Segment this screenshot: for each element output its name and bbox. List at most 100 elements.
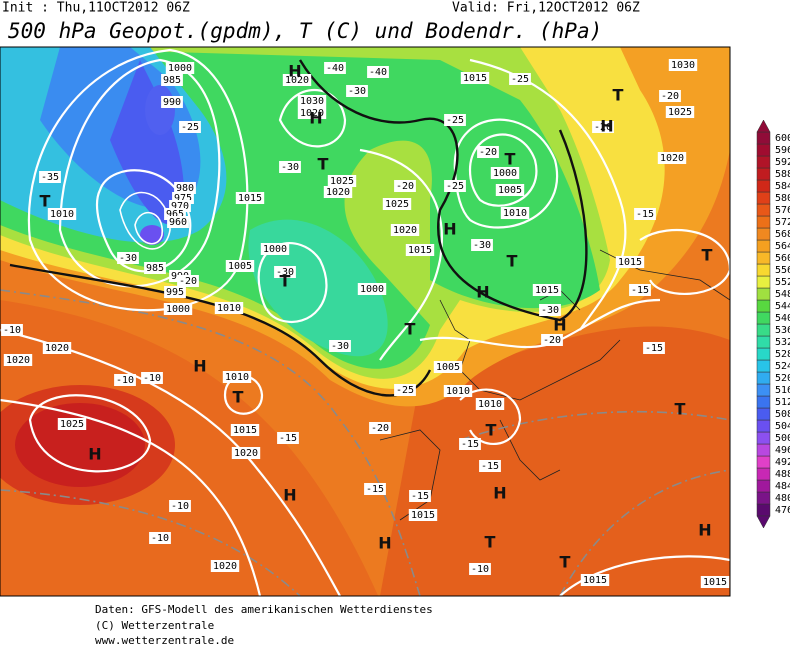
footer-line: Daten: GFS-Modell des amerikanischen Wet… <box>95 603 433 616</box>
label-box <box>357 283 387 295</box>
label-box <box>324 62 346 74</box>
label-box <box>163 303 193 315</box>
pressure-center: T <box>560 553 571 572</box>
isoline-label: 1010 <box>217 303 241 314</box>
pressure-center: H <box>476 283 489 302</box>
label-box <box>161 74 183 86</box>
pressure-center: T <box>505 150 516 169</box>
isoline-label: 1020 <box>285 75 309 86</box>
isoline-label: -30 <box>541 305 559 316</box>
colorbar-label: 500 <box>775 433 790 444</box>
footer-line: (C) Wetterzentrale <box>95 619 214 632</box>
isoline-label: -25 <box>396 385 414 396</box>
label-box <box>643 342 665 354</box>
isoline-label: 1010 <box>503 208 527 219</box>
colorbar-swatch <box>756 227 771 241</box>
isoline-label: -15 <box>461 439 479 450</box>
label-box <box>114 374 136 386</box>
colorbar-swatch <box>756 491 771 505</box>
isoline-label: -35 <box>41 172 59 183</box>
isoline-label: -15 <box>631 285 649 296</box>
label-box <box>179 121 201 133</box>
label-box <box>161 96 183 108</box>
label-box <box>222 371 252 383</box>
label-box <box>47 208 77 220</box>
isoline-label: 1000 <box>166 304 190 315</box>
label-box <box>164 286 186 298</box>
colorbar-swatch <box>756 383 771 397</box>
colorbar-swatch <box>756 299 771 313</box>
colorbar-label: 592 <box>775 157 790 168</box>
label-box <box>580 574 610 586</box>
isoline-label: 1010 <box>50 209 74 220</box>
init-time: Init : Thu,11OCT2012 06Z <box>2 1 190 16</box>
colorbar-swatch <box>756 335 771 349</box>
colorbar-label: 496 <box>775 445 790 456</box>
label-box <box>225 260 255 272</box>
label-box <box>394 384 416 396</box>
colorbar-label: 564 <box>775 241 790 252</box>
isoline-label: 1010 <box>446 386 470 397</box>
isoline-label: 1000 <box>493 168 517 179</box>
label-box <box>369 422 391 434</box>
isoline-label: -10 <box>3 325 21 336</box>
isoline-label: -15 <box>366 484 384 495</box>
label-box <box>174 182 196 194</box>
pressure-center: H <box>553 316 566 335</box>
label-box <box>260 243 290 255</box>
label-box <box>57 418 87 430</box>
colorbar: 4764804844884924965005045085125165205245… <box>756 119 790 529</box>
label-box <box>629 284 651 296</box>
label-box <box>141 372 163 384</box>
isoline-label: -25 <box>181 122 199 133</box>
colorbar-label: 532 <box>775 337 790 348</box>
pressure-center: H <box>88 445 101 464</box>
isoline-label: -25 <box>446 115 464 126</box>
label-box <box>541 334 563 346</box>
label-box <box>167 216 189 228</box>
pressure-center: H <box>309 109 322 128</box>
colorbar-swatch <box>756 395 771 409</box>
label-box <box>659 90 681 102</box>
label-box <box>615 256 645 268</box>
label-box <box>327 175 357 187</box>
colorbar-label: 548 <box>775 289 790 300</box>
label-box <box>177 275 199 287</box>
label-box <box>282 74 312 86</box>
label-box <box>495 184 525 196</box>
colorbar-label: 520 <box>775 373 790 384</box>
label-box <box>390 224 420 236</box>
isoline-label: 1020 <box>6 355 30 366</box>
label-box <box>532 284 562 296</box>
colorbar-swatch <box>756 167 771 181</box>
isoline-label: 1015 <box>238 193 262 204</box>
colorbar-swatch <box>756 287 771 301</box>
label-box <box>408 509 438 521</box>
label-box <box>346 85 368 97</box>
colorbar-swatch <box>756 431 771 445</box>
isoline-label: -15 <box>411 491 429 502</box>
label-box <box>665 106 695 118</box>
isoline-label: 1020 <box>660 153 684 164</box>
isoline-label: -20 <box>479 147 497 158</box>
colorbar-label: 552 <box>775 277 790 288</box>
isoline-label: 1015 <box>408 245 432 256</box>
colorbar-label: 600 <box>775 133 790 144</box>
isoline-label: -30 <box>473 240 491 251</box>
label-box <box>460 72 490 84</box>
isoline-label: 1020 <box>45 343 69 354</box>
colorbar-arrow <box>756 119 771 133</box>
isoline-label: 1015 <box>411 510 435 521</box>
isoline-label: 1020 <box>326 187 350 198</box>
pressure-center: T <box>485 533 496 552</box>
label-box <box>3 354 33 366</box>
colorbar-label: 508 <box>775 409 790 420</box>
colorbar-arrow <box>756 515 771 529</box>
pressure-center: T <box>405 320 416 339</box>
isoline-label: 985 <box>163 75 181 86</box>
label-box <box>509 73 531 85</box>
colorbar-label: 576 <box>775 205 790 216</box>
label-box <box>592 121 614 133</box>
isoline-label: -20 <box>179 276 197 287</box>
isoline-label: 1010 <box>478 399 502 410</box>
